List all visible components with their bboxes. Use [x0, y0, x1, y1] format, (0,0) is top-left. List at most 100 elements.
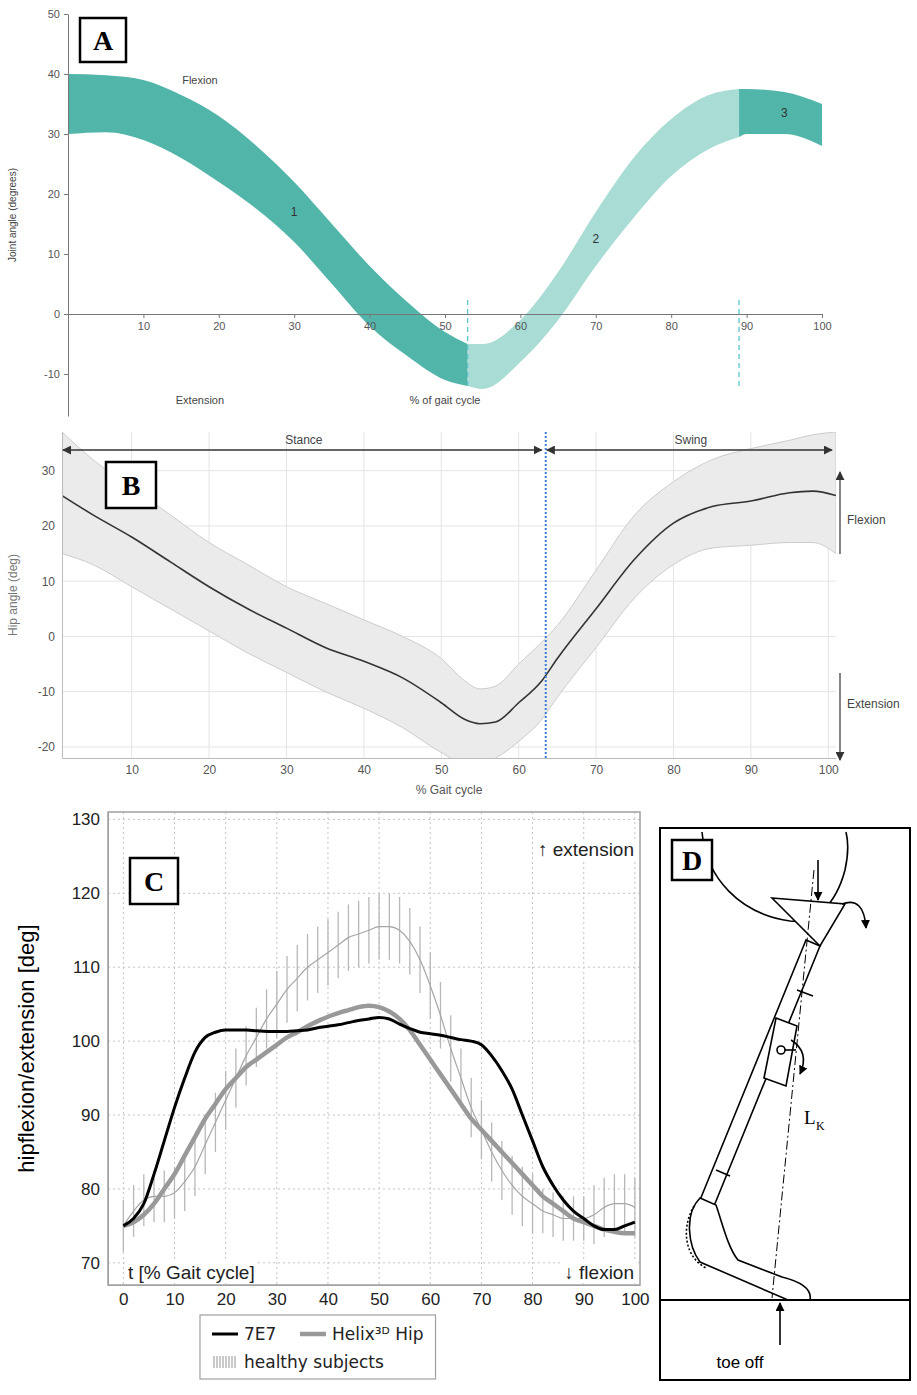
tick-label: 0: [119, 1290, 128, 1309]
tick-label: 70: [81, 1254, 100, 1273]
annotation: Flexion: [847, 513, 886, 527]
tick: 10: [166, 1285, 185, 1309]
legend-swatch: [213, 1356, 214, 1368]
tick-label: 110: [73, 958, 100, 977]
legend-swatch: [219, 1356, 220, 1368]
tick-label: 0: [48, 630, 55, 644]
legend-swatch: [222, 1356, 223, 1368]
tick-label: 90: [741, 320, 753, 332]
tick-label: 70: [590, 763, 604, 777]
tick-label: 20: [213, 320, 225, 332]
tick-label: 40: [48, 68, 60, 80]
tick: 100: [819, 758, 839, 777]
direction-arrow: [839, 673, 840, 760]
tick-label: 10: [48, 248, 60, 260]
legend-swatch: [231, 1356, 232, 1368]
grid-line: [225, 812, 226, 1285]
tick: 10: [125, 758, 139, 777]
panel: -20-100102030102030405060708090100Stance…: [6, 432, 900, 797]
tick-label: 30: [280, 763, 294, 777]
direction-arrow: [839, 472, 840, 554]
tick-label: 100: [621, 1290, 649, 1309]
axis-line: [108, 813, 109, 1286]
tick: 80: [666, 314, 678, 332]
diagram-frame: [660, 828, 910, 1380]
tick-mark: [671, 314, 672, 318]
tick: 130: [72, 810, 108, 829]
tick: 70: [81, 1254, 108, 1273]
pylon: [700, 940, 820, 1206]
tick: 70: [590, 758, 604, 777]
x-axis: 0102030405060708090100: [109, 1285, 650, 1309]
tick: 30: [42, 464, 62, 478]
tick: 60: [515, 314, 527, 332]
tick-label: 80: [81, 1180, 100, 1199]
annotation: ↑ extension: [538, 839, 634, 860]
legend-entry: Helix³ᴰ Hip: [332, 1324, 424, 1344]
phase-label: Swing: [675, 433, 708, 447]
tick-label: 40: [319, 1290, 338, 1309]
tick-label: 80: [524, 1290, 543, 1309]
force-arrow: [817, 860, 819, 900]
tick: 30: [48, 128, 68, 140]
tick-label: 50: [370, 1290, 389, 1309]
panel-label: A: [93, 25, 114, 56]
tick-label: 10: [166, 1290, 185, 1309]
tick: 100: [813, 314, 831, 332]
tick-label: 10: [138, 320, 150, 332]
tick: 30: [289, 314, 301, 332]
tick-label: 130: [72, 810, 100, 829]
tick: 40: [358, 758, 372, 777]
tick: 80: [524, 1285, 543, 1309]
tick-mark: [822, 314, 823, 318]
annotation: Extension: [176, 394, 224, 406]
load-line: [772, 870, 814, 1298]
panel: -1001020304050102030405060708090100123Fl…: [7, 8, 832, 416]
tick-mark: [64, 134, 68, 135]
grid-line: [108, 967, 640, 968]
tick-label: 100: [819, 763, 839, 777]
tick: 100: [72, 1032, 108, 1051]
grid-line: [481, 812, 482, 1285]
tick-mark: [370, 314, 371, 318]
tick: 60: [421, 1285, 440, 1309]
segment-label: 2: [592, 232, 599, 246]
legend-swatch: [234, 1356, 235, 1368]
x-axis: 102030405060708090100: [63, 758, 840, 777]
legend-entry: 7E7: [244, 1324, 276, 1344]
legend: 7E7Helix³ᴰ Hiphealthy subjects: [200, 1315, 436, 1379]
tick-label: 20: [42, 519, 56, 533]
foot: [689, 1198, 810, 1300]
x-axis-title: % of gait cycle: [410, 394, 481, 406]
tick-label: 90: [745, 763, 759, 777]
axis-line: [62, 433, 63, 759]
plot-area: [68, 74, 822, 389]
tick-label: 20: [217, 1290, 236, 1309]
tick-label: 40: [358, 763, 372, 777]
tick: 50: [435, 758, 449, 777]
tick: 20: [203, 758, 217, 777]
plot-area: [123, 893, 635, 1251]
tick-mark: [64, 74, 68, 75]
plot-frame: [108, 812, 640, 1285]
grid-line: [108, 1188, 640, 1189]
tick: 10: [138, 314, 150, 332]
tick: 30: [268, 1285, 287, 1309]
ground: [660, 1299, 910, 1301]
tick: 70: [472, 1285, 491, 1309]
diagram: LKtoe off: [660, 828, 910, 1380]
text-background: [562, 1262, 636, 1283]
tick: -20: [38, 740, 62, 754]
tick: 80: [81, 1180, 108, 1199]
panel-label-box: [106, 462, 156, 508]
tick-label: 30: [268, 1290, 287, 1309]
tick: 90: [81, 1106, 108, 1125]
plot-area: [62, 432, 836, 758]
y-axis-title: Hip angle (deg): [6, 554, 20, 636]
tick-mark: [143, 314, 144, 318]
grid-line: [108, 1115, 640, 1116]
text-background: [536, 839, 636, 860]
tick: 20: [217, 1285, 236, 1309]
text-background: [126, 1262, 257, 1283]
grid-line: [108, 819, 640, 820]
